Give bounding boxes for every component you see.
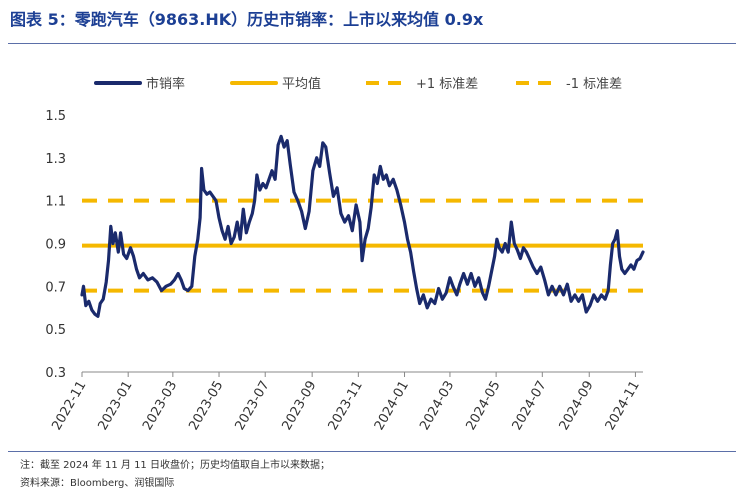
y-tick-label: 0.5: [45, 323, 66, 338]
y-tick-label: 1.3: [45, 152, 66, 167]
x-tick-label: 2023-05: [186, 379, 226, 434]
top-divider: [8, 43, 736, 44]
legend-label: +1 标准差: [416, 77, 478, 92]
x-tick-label: 2024-07: [510, 379, 550, 434]
series-line: [80, 134, 645, 318]
chart-legend: 市销率 平均值 +1 标准差 -1 标准差: [94, 76, 622, 92]
series-layer: [80, 134, 645, 318]
chart-title: 图表 5：零跑汽车（9863.HK）历史市销率：上市以来均值 0.9x: [10, 10, 484, 29]
y-tick-label: 0.9: [45, 238, 66, 253]
x-tick-label: 2024-11: [603, 379, 643, 434]
x-axis: 2022-11 2023-01 2023-03 2023-05 2023-07 2023-…: [49, 371, 643, 434]
x-tick-label: 2023-09: [279, 379, 319, 434]
x-tick-label: 2024-01: [372, 379, 412, 434]
x-tick-label: 2024-05: [463, 378, 503, 433]
legend-label: 市销率: [146, 76, 185, 92]
legend-label: -1 标准差: [566, 77, 622, 92]
x-tick-label: 2023-07: [233, 379, 273, 434]
x-tick-label: 2023-03: [140, 379, 180, 434]
ps-ratio-chart: 市销率 平均值 +1 标准差 -1 标准差 0.3 0.5 0.7 0.9 1.1 1.3 1.5…: [45, 76, 645, 434]
x-tick-label: 2022-11: [49, 379, 89, 434]
source-line: 资料来源：Bloomberg、润银国际: [20, 478, 175, 489]
y-axis: 0.3 0.5 0.7 0.9 1.1 1.3 1.5: [45, 109, 66, 381]
y-tick-label: 0.3: [45, 366, 66, 381]
x-tick-label: 2023-01: [95, 379, 135, 434]
y-tick-label: 0.7: [45, 280, 66, 295]
x-tick-label: 2024-09: [557, 379, 597, 434]
chart-notes: 注：截至 2024 年 11 月 11 日收盘价；历史均值取自上市以来数据； 资…: [20, 457, 330, 493]
note-line: 注：截至 2024 年 11 月 11 日收盘价；历史均值取自上市以来数据；: [20, 460, 330, 471]
x-tick-label: 2024-03: [417, 379, 457, 434]
y-tick-label: 1.5: [45, 109, 66, 124]
bottom-divider: [8, 451, 736, 452]
y-tick-label: 1.1: [45, 195, 66, 210]
x-tick-label: 2023-11: [326, 379, 366, 434]
legend-label: 平均值: [282, 76, 321, 92]
